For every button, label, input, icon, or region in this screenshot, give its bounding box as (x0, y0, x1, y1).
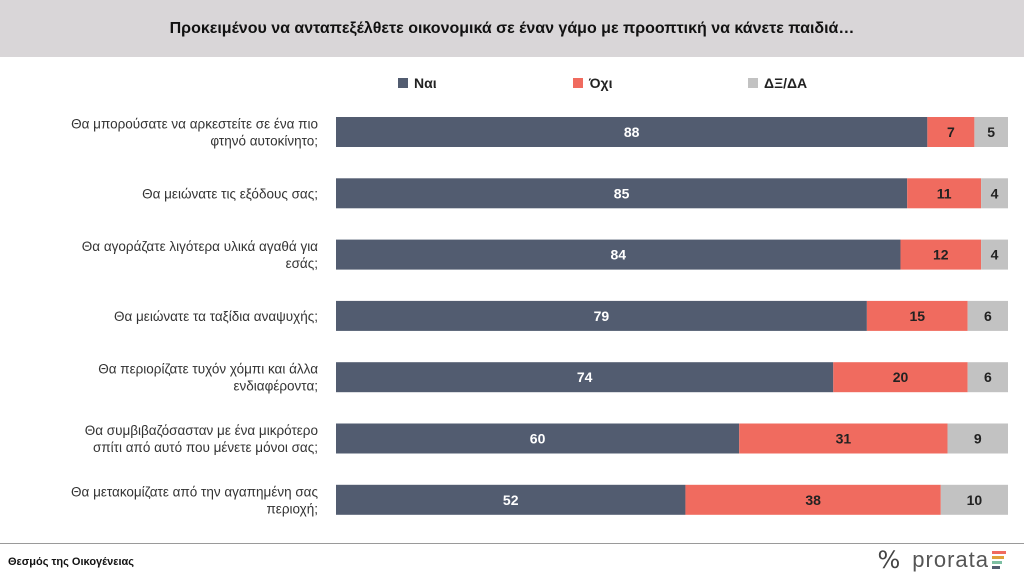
percent-logo-icon: % (877, 546, 901, 574)
category-label-line: περιοχή; (266, 501, 318, 516)
data-label-dk: 9 (974, 431, 982, 447)
logo-bar (992, 556, 1004, 559)
category-label: Θα αγοράζατε λιγότερα υλικά αγαθά για εσά… (82, 239, 318, 271)
legend: Ναι Όχι ΔΞ/ΔΑ (0, 70, 1024, 96)
category-label-line: Θα μειώνατε τα ταξίδια αναψυχής; (114, 309, 318, 324)
bar-no (900, 239, 982, 270)
legend-swatch-no (573, 78, 583, 88)
bar-yes (336, 484, 686, 515)
bar-yes (336, 239, 901, 270)
data-label-yes: 52 (503, 492, 519, 508)
legend-swatch-yes (398, 78, 408, 88)
data-label-no: 15 (909, 308, 925, 324)
bar-no (685, 484, 941, 515)
bar-dk (947, 423, 1008, 454)
data-label-dk: 4 (991, 247, 999, 263)
legend-item-no: Όχι (573, 74, 613, 92)
bar-no (739, 423, 948, 454)
bar-dk (967, 362, 1008, 393)
category-label-line: Θα μετακομίζατε από την αγαπημένη σας (71, 484, 318, 499)
data-label-no: 31 (836, 431, 852, 447)
bar-dk (981, 178, 1008, 209)
title-bar (0, 0, 1024, 57)
data-label-no: 20 (893, 369, 909, 385)
prorata-logo: % prorata (877, 546, 1006, 574)
category-label: Θα μειώνατε τις εξόδους σας; (142, 186, 318, 201)
bar-dk (967, 300, 1008, 331)
bar-no (907, 178, 982, 209)
bar-yes (336, 300, 867, 331)
data-label-no: 12 (933, 247, 949, 263)
bar-dk (981, 239, 1008, 270)
data-label-yes: 85 (614, 185, 630, 201)
category-label-line: σπίτι από αυτό που μένετε μόνοι σας; (93, 440, 318, 455)
legend-item-yes: Ναι (398, 74, 437, 92)
category-label: Θα μετακομίζατε από την αγαπημένη σας περ… (71, 484, 318, 516)
chart-title: Προκειμένου να ανταπεξέλθετε οικονομικά … (169, 20, 855, 37)
bar-dk (940, 484, 1008, 515)
category-label-line: Θα συμβιβαζόσασταν με ένα μικρότερο (85, 423, 318, 438)
category-label-line: εσάς; (286, 256, 318, 271)
legend-swatch-dk (748, 78, 758, 88)
logo-bar (992, 566, 1000, 569)
bar-yes (336, 423, 740, 454)
category-label-line: Θα αγοράζατε λιγότερα υλικά αγαθά για (82, 239, 318, 254)
logo-bar (992, 551, 1006, 554)
data-label-no: 38 (805, 492, 821, 508)
category-label: Θα συμβιβαζόσασταν με ένα μικρότερο σπίτι… (85, 423, 318, 455)
legend-label-no: Όχι (589, 75, 613, 91)
data-label-dk: 5 (987, 124, 995, 140)
bar-yes (336, 117, 928, 147)
logo-wordmark: prorata (912, 547, 989, 572)
category-label-line: ενδιαφέροντα; (234, 379, 319, 394)
logo-bar (992, 561, 1002, 564)
category-label: Θα μειώνατε τα ταξίδια αναψυχής; (114, 309, 318, 324)
bar-no (866, 300, 968, 331)
bar-no (927, 117, 975, 147)
bar-dk (974, 117, 1008, 147)
footer-divider (0, 543, 1024, 544)
logo-bars-icon (992, 551, 1006, 569)
category-label-line: Θα μειώνατε τις εξόδους σας; (142, 186, 318, 201)
data-label-dk: 10 (967, 492, 983, 508)
legend-label-yes: Ναι (414, 75, 437, 91)
category-label-line: Θα περιορίζατε τυχόν χόμπι και άλλα (98, 362, 318, 377)
bar-yes (336, 178, 908, 209)
legend-item-dk: ΔΞ/ΔΑ (748, 74, 807, 92)
data-label-yes: 74 (577, 369, 593, 385)
data-label-dk: 6 (984, 308, 992, 324)
legend-label-dk: ΔΞ/ΔΑ (764, 75, 808, 91)
category-label: Θα περιορίζατε τυχόν χόμπι και άλλα ενδια… (98, 362, 318, 394)
source-label: Θεσμός της Οικογένειας (8, 556, 134, 568)
stacked-bar-chart: Θα μπορούσατε να αρκεστείτε σε ένα πιο φτ… (71, 117, 1008, 516)
category-label: Θα μπορούσατε να αρκεστείτε σε ένα πιο φτ… (71, 117, 318, 149)
data-label-yes: 88 (624, 124, 640, 140)
data-label-no: 11 (937, 185, 952, 201)
bar-yes (336, 362, 834, 393)
data-label-no: 7 (947, 124, 955, 140)
data-label-yes: 60 (530, 431, 546, 447)
data-label-yes: 84 (610, 247, 626, 263)
data-label-yes: 79 (594, 308, 610, 324)
data-label-dk: 4 (991, 185, 999, 201)
data-label-dk: 6 (984, 369, 992, 385)
bar-no (833, 362, 968, 393)
category-label-line: Θα μπορούσατε να αρκεστείτε σε ένα πιο (71, 117, 318, 132)
category-label-line: φτηνό αυτοκίνητο; (210, 134, 318, 149)
